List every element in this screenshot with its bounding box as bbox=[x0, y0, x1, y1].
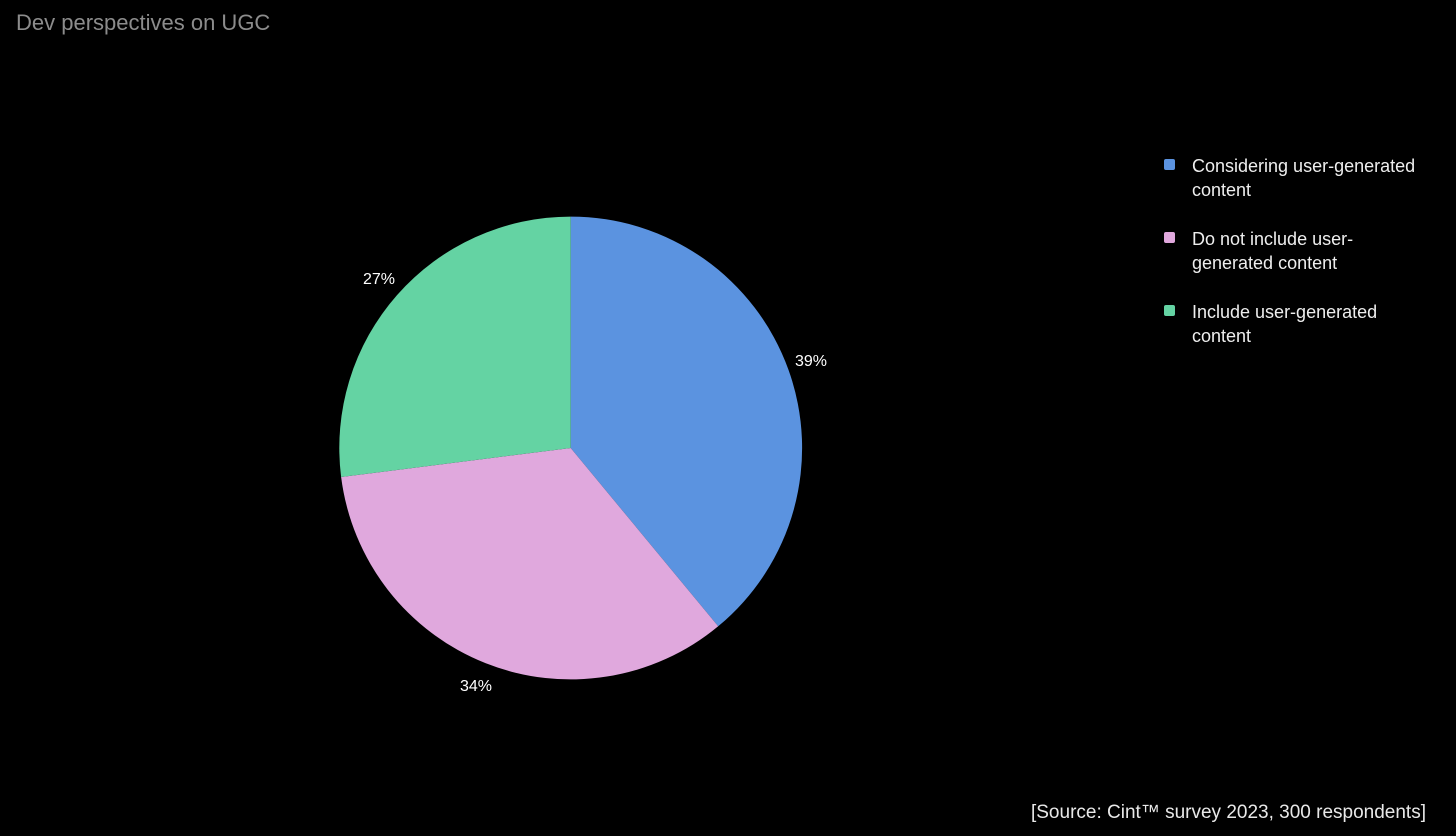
svg-text:27%: 27% bbox=[363, 271, 395, 288]
svg-text:34%: 34% bbox=[460, 678, 492, 695]
svg-text:39%: 39% bbox=[795, 353, 827, 370]
